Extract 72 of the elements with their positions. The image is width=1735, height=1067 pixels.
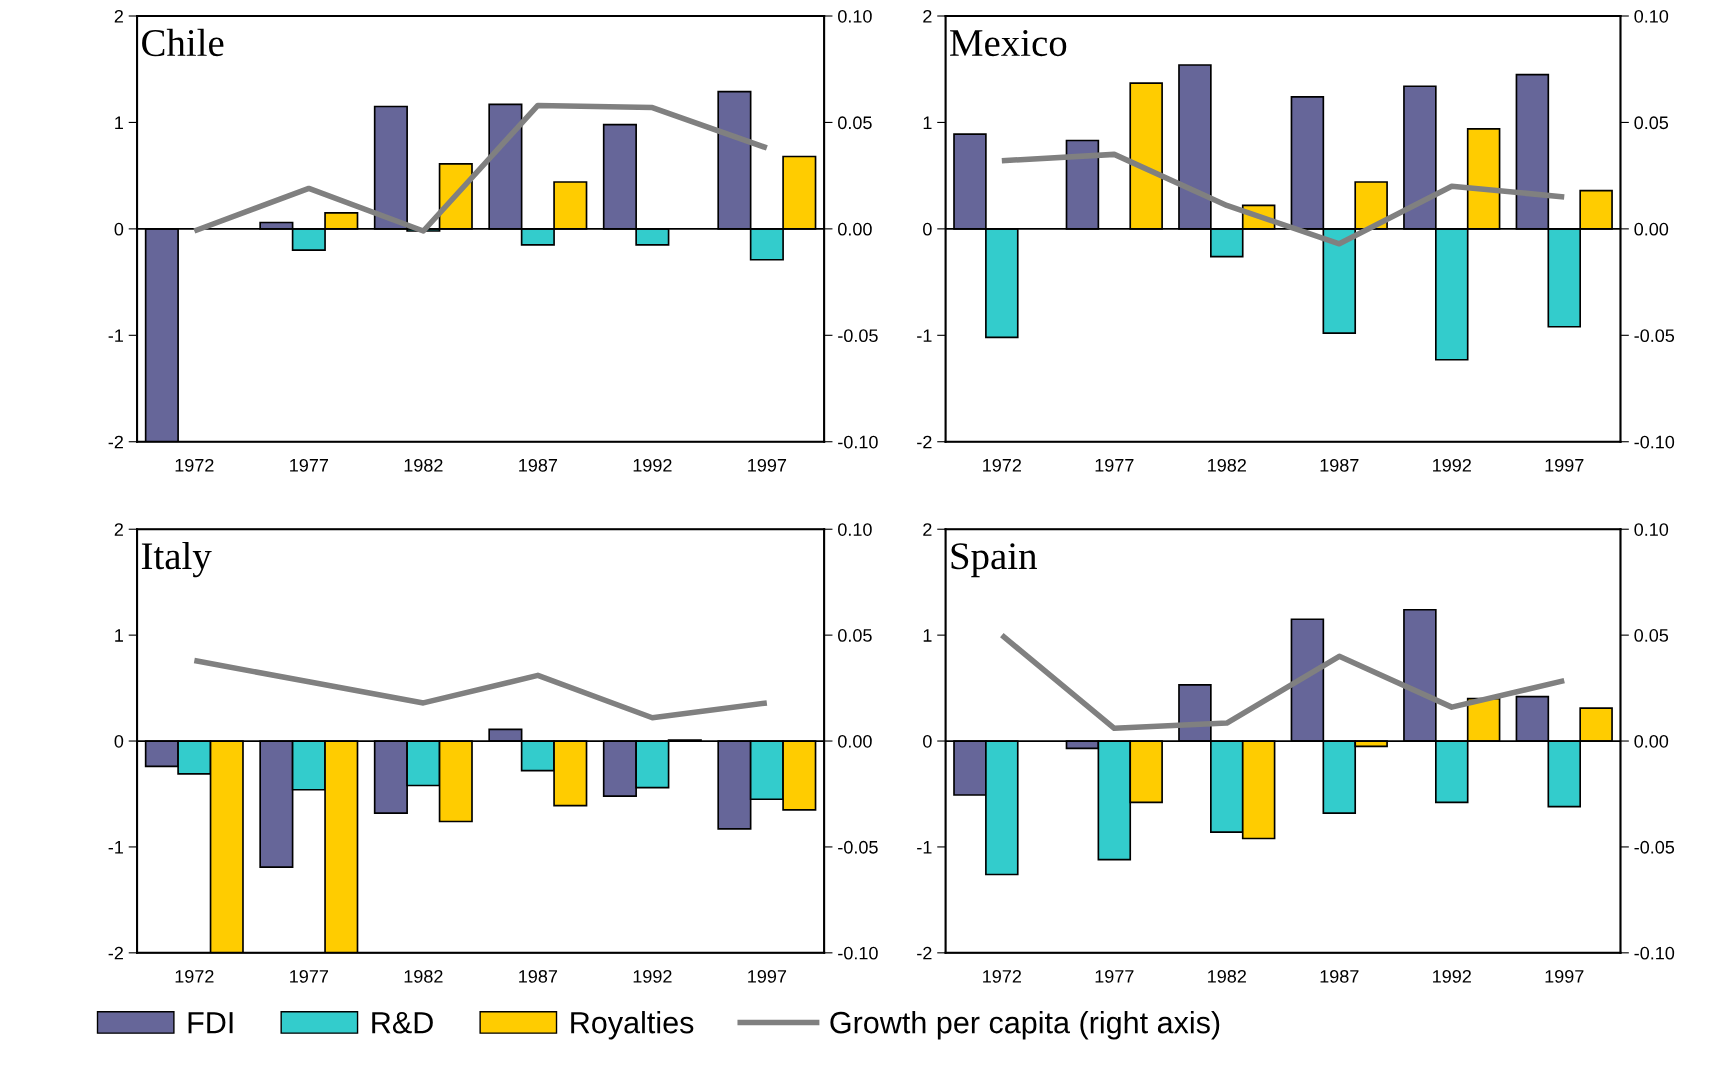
x-tick-label: 1972 [175, 969, 214, 983]
y-tick-label: -1 [917, 841, 932, 854]
x-tick-label: 1982 [404, 458, 443, 472]
y-tick-label: 2 [923, 9, 932, 23]
chart-title: Mexico [950, 30, 1067, 57]
y-tick-label: -1 [108, 841, 123, 854]
y-tick-label: 0 [923, 734, 932, 748]
y-tick-label: -1 [108, 329, 123, 342]
y2-tick-label: 0.10 [838, 9, 872, 23]
x-tick-label: 1992 [1433, 969, 1471, 983]
x-tick-label: 1972 [175, 458, 214, 472]
x-tick-label: 1997 [748, 969, 787, 983]
y-tick-label: -2 [917, 435, 932, 449]
y2-tick-label: -0.05 [838, 840, 878, 854]
x-tick-label: 1972 [983, 969, 1021, 983]
y-tick-label: 0 [114, 734, 124, 748]
y2-tick-label: -0.05 [838, 329, 878, 343]
y2-tick-label: -0.10 [1634, 946, 1675, 960]
x-tick-label: 1997 [1545, 969, 1584, 983]
x-tick-label: 1987 [519, 458, 558, 472]
y-tick-label: 1 [923, 629, 932, 642]
legend-label: Growth per capita (right axis) [830, 1011, 1220, 1040]
y2-tick-label: 0.10 [1634, 523, 1669, 536]
y-tick-label: 0 [923, 222, 932, 236]
y2-tick-label: -0.05 [1634, 329, 1675, 343]
y2-tick-label: 0.00 [838, 222, 872, 236]
y-tick-label: 2 [923, 523, 932, 536]
y-tick-label: -2 [108, 946, 123, 960]
y-tick-label: 2 [114, 9, 123, 23]
x-tick-label: 1987 [1320, 969, 1359, 983]
y2-tick-label: 0.05 [838, 629, 872, 642]
y2-tick-label: -0.10 [838, 946, 878, 960]
x-tick-label: 1982 [1208, 458, 1246, 472]
x-tick-label: 1977 [1095, 458, 1134, 472]
legend-label: R&D [372, 1012, 433, 1034]
x-tick-label: 1987 [1320, 458, 1359, 472]
x-tick-label: 1997 [1545, 458, 1584, 472]
y-tick-label: -1 [917, 329, 932, 342]
chart-title: Spain [951, 543, 1037, 578]
x-tick-label: 1992 [1433, 458, 1471, 472]
x-tick-label: 1977 [1095, 969, 1134, 983]
x-tick-label: 1992 [633, 458, 672, 472]
y2-tick-label: -0.10 [838, 435, 878, 449]
x-tick-label: 1997 [748, 458, 787, 472]
y2-tick-label: 0.00 [1634, 222, 1669, 236]
chart-title: Italy [141, 541, 212, 578]
y2-tick-label: 0.05 [838, 116, 872, 130]
x-tick-label: 1982 [404, 969, 443, 983]
y2-tick-label: 0.10 [1634, 9, 1669, 23]
x-tick-label: 1992 [633, 969, 672, 983]
y2-tick-label: 0.05 [1634, 116, 1669, 130]
y2-tick-label: 0.10 [838, 523, 872, 536]
x-tick-label: 1977 [290, 969, 329, 983]
y2-tick-label: -0.05 [1634, 840, 1675, 854]
y-tick-label: 1 [923, 116, 932, 129]
x-tick-label: 1987 [519, 969, 558, 983]
y2-tick-label: -0.10 [1634, 435, 1675, 449]
y-tick-label: -2 [917, 946, 932, 960]
y2-tick-label: 0.00 [1634, 734, 1669, 748]
x-tick-label: 1972 [983, 458, 1021, 472]
y-tick-label: 0 [114, 222, 124, 236]
legend-label: Royalties [571, 1011, 694, 1040]
y-tick-label: 1 [115, 629, 123, 642]
y-tick-label: 2 [114, 523, 123, 536]
y2-tick-label: 0.00 [838, 734, 872, 748]
legend-label: FDI [188, 1012, 233, 1034]
y-tick-label: 1 [115, 116, 123, 129]
x-tick-label: 1977 [290, 458, 329, 472]
chart-title: Chile [142, 28, 224, 57]
y2-tick-label: 0.05 [1634, 629, 1669, 642]
x-tick-label: 1982 [1208, 969, 1246, 983]
y-tick-label: -2 [108, 435, 123, 449]
